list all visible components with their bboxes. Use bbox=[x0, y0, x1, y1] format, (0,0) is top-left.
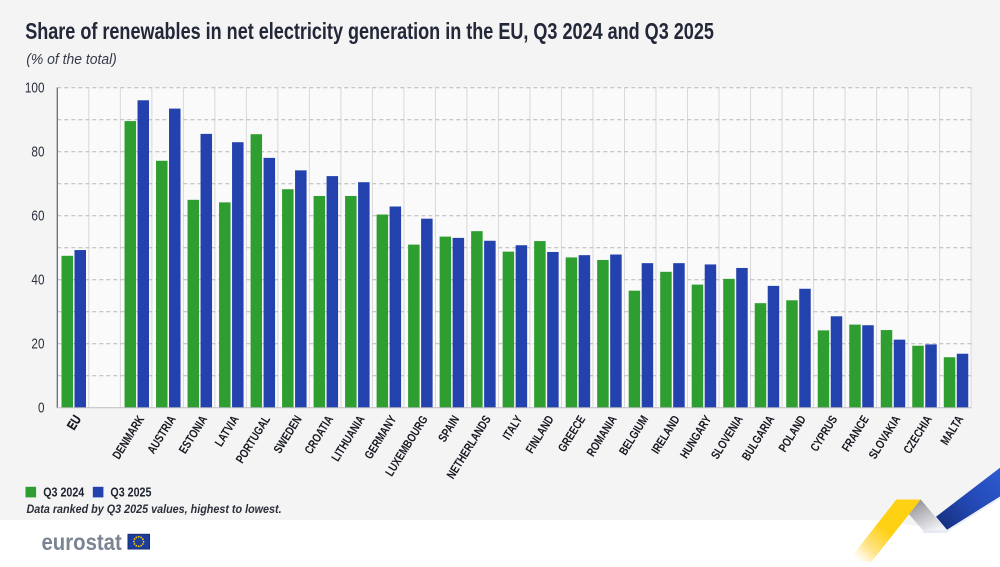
svg-text:Data ranked by Q3 2025 values,: Data ranked by Q3 2025 values, highest t… bbox=[27, 502, 282, 516]
svg-text:100: 100 bbox=[25, 79, 45, 95]
svg-text:20: 20 bbox=[31, 335, 44, 351]
svg-text:eurostat: eurostat bbox=[42, 529, 122, 555]
svg-text:80: 80 bbox=[31, 143, 44, 159]
svg-text:Q3 2024: Q3 2024 bbox=[43, 486, 85, 500]
svg-text:60: 60 bbox=[31, 207, 44, 223]
svg-text:Share of renewables in net ele: Share of renewables in net electricity g… bbox=[25, 19, 714, 45]
svg-text:Q3 2025: Q3 2025 bbox=[110, 486, 152, 500]
svg-text:0: 0 bbox=[38, 399, 45, 415]
svg-text:(% of the total): (% of the total) bbox=[26, 52, 117, 69]
svg-text:40: 40 bbox=[31, 271, 44, 287]
